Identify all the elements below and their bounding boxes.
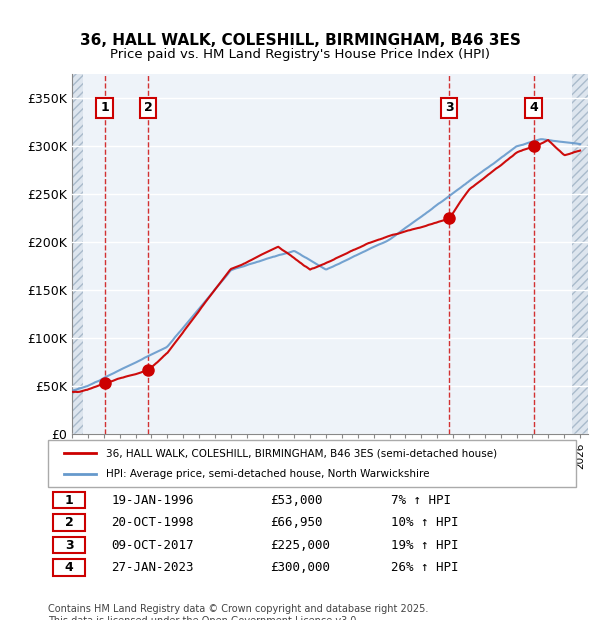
Text: £66,950: £66,950 xyxy=(270,516,322,529)
Text: £225,000: £225,000 xyxy=(270,539,330,552)
Text: HPI: Average price, semi-detached house, North Warwickshire: HPI: Average price, semi-detached house,… xyxy=(106,469,430,479)
Text: 2: 2 xyxy=(65,516,73,529)
Text: 19-JAN-1996: 19-JAN-1996 xyxy=(112,494,194,507)
FancyBboxPatch shape xyxy=(53,492,85,508)
Text: 1: 1 xyxy=(100,102,109,115)
Text: 3: 3 xyxy=(445,102,454,115)
Text: 3: 3 xyxy=(65,539,73,552)
Text: 4: 4 xyxy=(65,561,73,574)
Text: 1: 1 xyxy=(65,494,73,507)
Text: 36, HALL WALK, COLESHILL, BIRMINGHAM, B46 3ES (semi-detached house): 36, HALL WALK, COLESHILL, BIRMINGHAM, B4… xyxy=(106,448,497,458)
Text: 09-OCT-2017: 09-OCT-2017 xyxy=(112,539,194,552)
Text: £53,000: £53,000 xyxy=(270,494,322,507)
Text: 10% ↑ HPI: 10% ↑ HPI xyxy=(391,516,459,529)
Text: Contains HM Land Registry data © Crown copyright and database right 2025.
This d: Contains HM Land Registry data © Crown c… xyxy=(48,604,428,620)
Text: 2: 2 xyxy=(144,102,153,115)
FancyBboxPatch shape xyxy=(53,537,85,553)
Bar xyxy=(72,74,83,434)
Text: 20-OCT-1998: 20-OCT-1998 xyxy=(112,516,194,529)
Bar xyxy=(572,74,588,434)
Text: 4: 4 xyxy=(529,102,538,115)
Text: Price paid vs. HM Land Registry's House Price Index (HPI): Price paid vs. HM Land Registry's House … xyxy=(110,48,490,61)
FancyBboxPatch shape xyxy=(53,515,85,531)
Text: 7% ↑ HPI: 7% ↑ HPI xyxy=(391,494,451,507)
Text: 26% ↑ HPI: 26% ↑ HPI xyxy=(391,561,459,574)
Text: £300,000: £300,000 xyxy=(270,561,330,574)
Text: 19% ↑ HPI: 19% ↑ HPI xyxy=(391,539,459,552)
Text: 36, HALL WALK, COLESHILL, BIRMINGHAM, B46 3ES: 36, HALL WALK, COLESHILL, BIRMINGHAM, B4… xyxy=(80,33,520,48)
FancyBboxPatch shape xyxy=(53,559,85,576)
Text: 27-JAN-2023: 27-JAN-2023 xyxy=(112,561,194,574)
FancyBboxPatch shape xyxy=(48,440,576,487)
